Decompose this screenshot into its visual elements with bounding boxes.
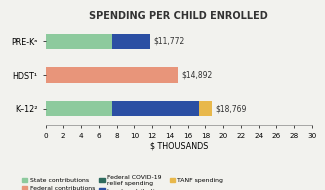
Bar [46, 34, 112, 49]
Bar [46, 67, 178, 83]
Text: $14,892: $14,892 [181, 70, 212, 80]
Bar [112, 34, 150, 49]
Bar [112, 101, 199, 116]
Title: SPENDING PER CHILD ENROLLED: SPENDING PER CHILD ENROLLED [89, 11, 268, 21]
Text: $11,772: $11,772 [153, 37, 184, 46]
X-axis label: $ THOUSANDS: $ THOUSANDS [150, 142, 208, 151]
Legend: State contributions, Federal contributions, Federal COVID-19
relief spending, Lo: State contributions, Federal contributio… [22, 175, 223, 190]
Bar [46, 101, 112, 116]
Bar [199, 101, 212, 116]
Text: $18,769: $18,769 [215, 104, 247, 113]
